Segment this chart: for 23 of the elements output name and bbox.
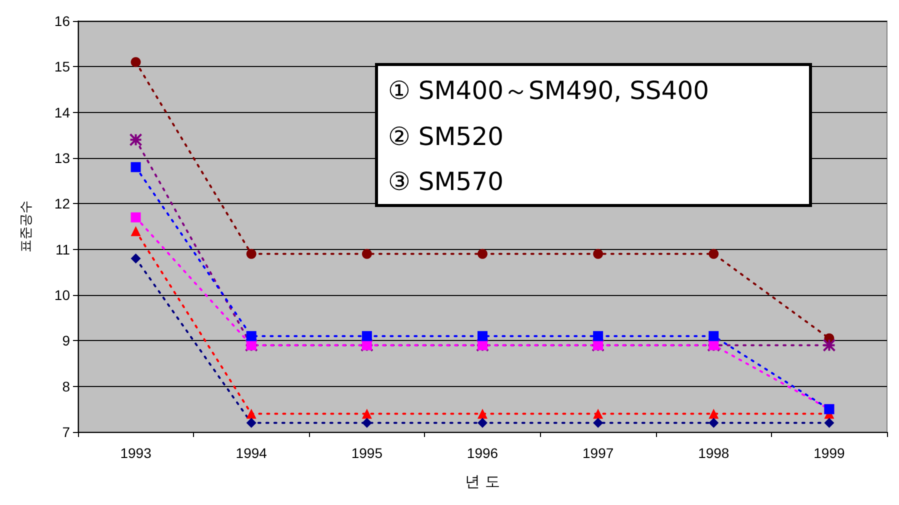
x-tick-label: 1998 [698, 445, 730, 461]
x-tick-label: 1997 [582, 445, 614, 461]
y-tick-label: 11 [55, 241, 70, 258]
y-tick-label: 8 [62, 378, 70, 394]
x-tick-label: 1995 [351, 445, 383, 461]
text-box: ① SM400～SM490, SS400 ② SM520 ③ SM570 [375, 63, 812, 207]
annotation: ② SM520 [388, 122, 505, 152]
x-tick-label: 1994 [236, 445, 268, 461]
y-tick-label: 12 [54, 196, 70, 212]
y-tick-label: 13 [54, 150, 70, 166]
y-axis-title: 표준공수 [19, 200, 34, 252]
y-tick-label: 9 [62, 332, 70, 349]
y-tick-label: 15 [54, 58, 70, 75]
x-axis-title: 년 도 [465, 472, 500, 490]
y-tick-label: 14 [54, 104, 70, 120]
y-tick-label: 10 [54, 287, 70, 303]
annotation: ③ SM570 [388, 167, 505, 196]
x-tick-label: 1996 [466, 445, 498, 461]
annotation: ① SM400～SM490, SS400 [388, 74, 710, 107]
y-tick-label: 16 [54, 13, 70, 29]
x-tick-label: 1999 [814, 445, 845, 461]
y-tick-label: 7 [62, 424, 70, 440]
x-tick-label: 1993 [120, 445, 152, 461]
